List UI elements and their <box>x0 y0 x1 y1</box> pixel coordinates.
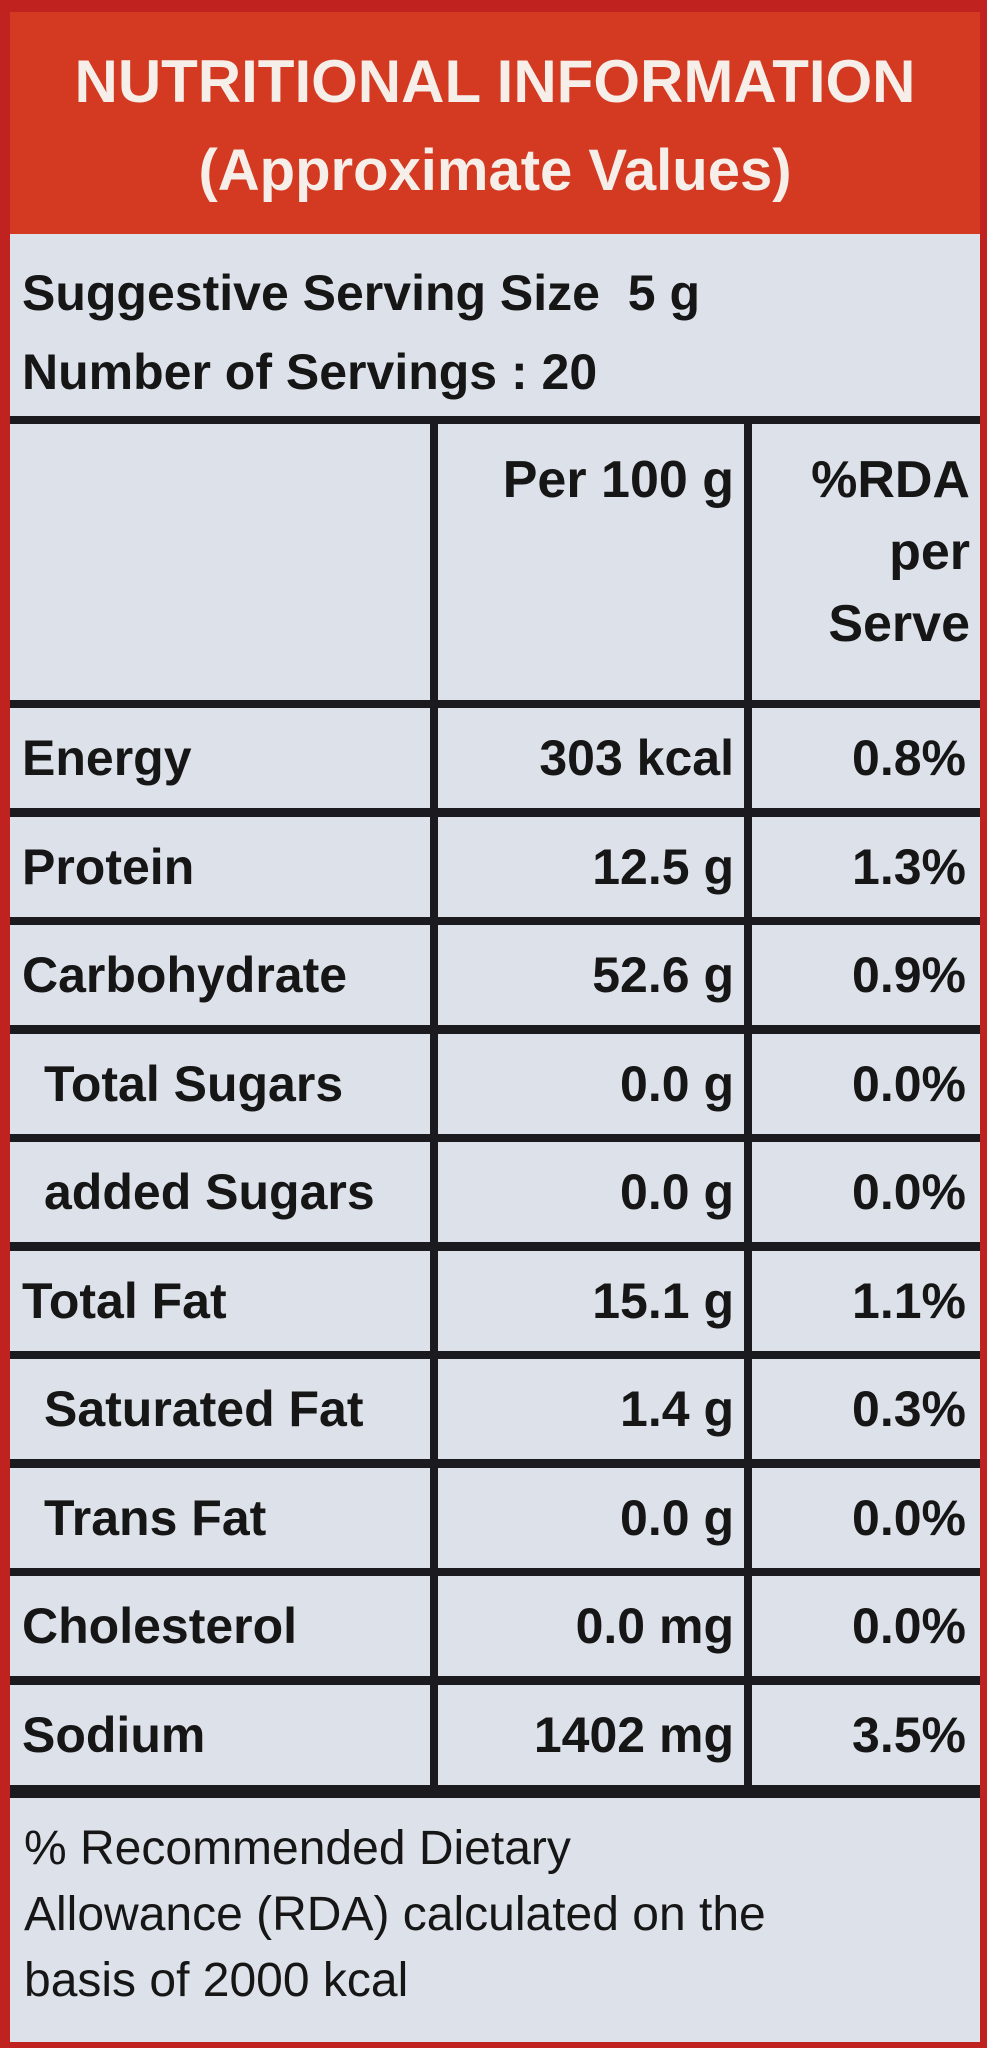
label-header: NUTRITIONAL INFORMATION (Approximate Val… <box>10 12 980 234</box>
nutrient-total-sugars-rda: 0.0% <box>852 1056 966 1112</box>
nutrient-per100-cell: 15.1 g <box>438 1251 744 1351</box>
nutrient-cholesterol-name: Cholesterol <box>22 1598 298 1654</box>
nutrient-cholesterol-per100: 0.0 mg <box>575 1598 734 1654</box>
nutrient-rda-cell: 0.3% <box>752 1359 980 1459</box>
nutrient-rda-cell: 0.0% <box>752 1142 980 1242</box>
nutrient-total-fat-per100: 15.1 g <box>592 1273 734 1329</box>
nutrient-cholesterol-rda: 0.0% <box>852 1598 966 1654</box>
nutrient-per100-cell: 52.6 g <box>438 925 744 1025</box>
nutrient-saturated-fat-name: Saturated Fat <box>44 1381 364 1437</box>
nutrient-name-cell: Trans Fat <box>10 1468 430 1568</box>
nutrient-name-cell: Cholesterol <box>10 1576 430 1676</box>
nutrient-name-cell: Total Fat <box>10 1251 430 1351</box>
nutrient-protein-name: Protein <box>22 839 195 895</box>
nutrient-per100-cell: 303 kcal <box>438 708 744 808</box>
nutrient-protein-per100: 12.5 g <box>592 839 734 895</box>
nutrient-rda-cell: 1.3% <box>752 817 980 917</box>
nutrient-trans-fat-per100: 0.0 g <box>620 1490 734 1546</box>
nutrient-sodium-rda: 3.5% <box>852 1707 966 1763</box>
nutrient-total-sugars-per100: 0.0 g <box>620 1056 734 1112</box>
nutrient-carbohydrate-rda: 0.9% <box>852 947 966 1003</box>
nutrient-added-sugars-name: added Sugars <box>44 1164 375 1220</box>
nutrient-total-fat-name: Total Fat <box>22 1273 227 1329</box>
nutrient-protein-rda: 1.3% <box>852 839 966 895</box>
nutrient-saturated-fat-rda: 0.3% <box>852 1381 966 1437</box>
nutrient-per100-cell: 0.0 mg <box>438 1576 744 1676</box>
nutrient-name-cell: Energy <box>10 708 430 808</box>
nutrient-per100-cell: 0.0 g <box>438 1142 744 1242</box>
col-rda-label-1: %RDA <box>811 451 970 509</box>
nutrient-energy-per100: 303 kcal <box>539 730 734 786</box>
nutrient-rda-cell: 0.0% <box>752 1576 980 1676</box>
header-per100-cell: Per 100 g <box>438 424 744 700</box>
nutrient-saturated-fat-per100: 1.4 g <box>620 1381 734 1437</box>
nutrient-per100-cell: 1402 mg <box>438 1685 744 1785</box>
label-subtitle: (Approximate Values) <box>198 138 792 203</box>
serving-size: Suggestive Serving Size 5 g <box>22 265 701 321</box>
nutrient-name-cell: added Sugars <box>10 1142 430 1242</box>
col-rda-label-3: Serve <box>828 595 970 653</box>
nutrient-name-cell: Carbohydrate <box>10 925 430 1025</box>
nutrient-per100-cell: 0.0 g <box>438 1034 744 1134</box>
nutrient-rda-cell: 0.0% <box>752 1034 980 1134</box>
serving-info: Suggestive Serving Size 5 g Number of Se… <box>10 234 980 416</box>
nutrient-rda-cell: 0.9% <box>752 925 980 1025</box>
nutrient-name-cell: Protein <box>10 817 430 917</box>
nutrient-added-sugars-rda: 0.0% <box>852 1164 966 1220</box>
rda-footnote: % Recommended Dietary Allowance (RDA) ca… <box>10 1798 980 2042</box>
nutrient-rda-cell: 0.0% <box>752 1468 980 1568</box>
col-rda-label-2: per <box>889 523 970 581</box>
nutrient-total-sugars-name: Total Sugars <box>44 1056 344 1112</box>
nutrient-rda-cell: 1.1% <box>752 1251 980 1351</box>
nutrient-per100-cell: 12.5 g <box>438 817 744 917</box>
nutrient-energy-rda: 0.8% <box>852 730 966 786</box>
nutrient-per100-cell: 0.0 g <box>438 1468 744 1568</box>
nutrient-carbohydrate-name: Carbohydrate <box>22 947 348 1003</box>
nutrient-carbohydrate-per100: 52.6 g <box>592 947 734 1003</box>
nutrient-per100-cell: 1.4 g <box>438 1359 744 1459</box>
nutrient-rda-cell: 3.5% <box>752 1685 980 1785</box>
nutrient-energy-name: Energy <box>22 730 192 786</box>
nutrient-added-sugars-per100: 0.0 g <box>620 1164 734 1220</box>
nutrient-name-cell: Sodium <box>10 1685 430 1785</box>
nutrient-sodium-per100: 1402 mg <box>533 1707 734 1763</box>
nutrient-trans-fat-name: Trans Fat <box>44 1490 267 1546</box>
nutrient-sodium-name: Sodium <box>22 1707 206 1763</box>
nutrition-label: NUTRITIONAL INFORMATION (Approximate Val… <box>10 12 980 2042</box>
servings-count: Number of Servings : 20 <box>22 344 598 400</box>
nutrient-trans-fat-rda: 0.0% <box>852 1490 966 1546</box>
col-per100-label: Per 100 g <box>502 451 734 509</box>
footnote-line-3: basis of 2000 kcal <box>24 1954 409 2007</box>
nutrient-name-cell: Total Sugars <box>10 1034 430 1134</box>
nutrient-total-fat-rda: 1.1% <box>852 1273 966 1329</box>
footnote-line-2: Allowance (RDA) calculated on the <box>24 1888 766 1941</box>
footnote-line-1: % Recommended Dietary <box>24 1822 571 1875</box>
nutrient-rda-cell: 0.8% <box>752 708 980 808</box>
header-rda-cell: %RDA per Serve <box>752 424 980 700</box>
label-title: NUTRITIONAL INFORMATION <box>74 48 916 115</box>
nutrient-name-cell: Saturated Fat <box>10 1359 430 1459</box>
header-blank-cell <box>10 424 430 700</box>
